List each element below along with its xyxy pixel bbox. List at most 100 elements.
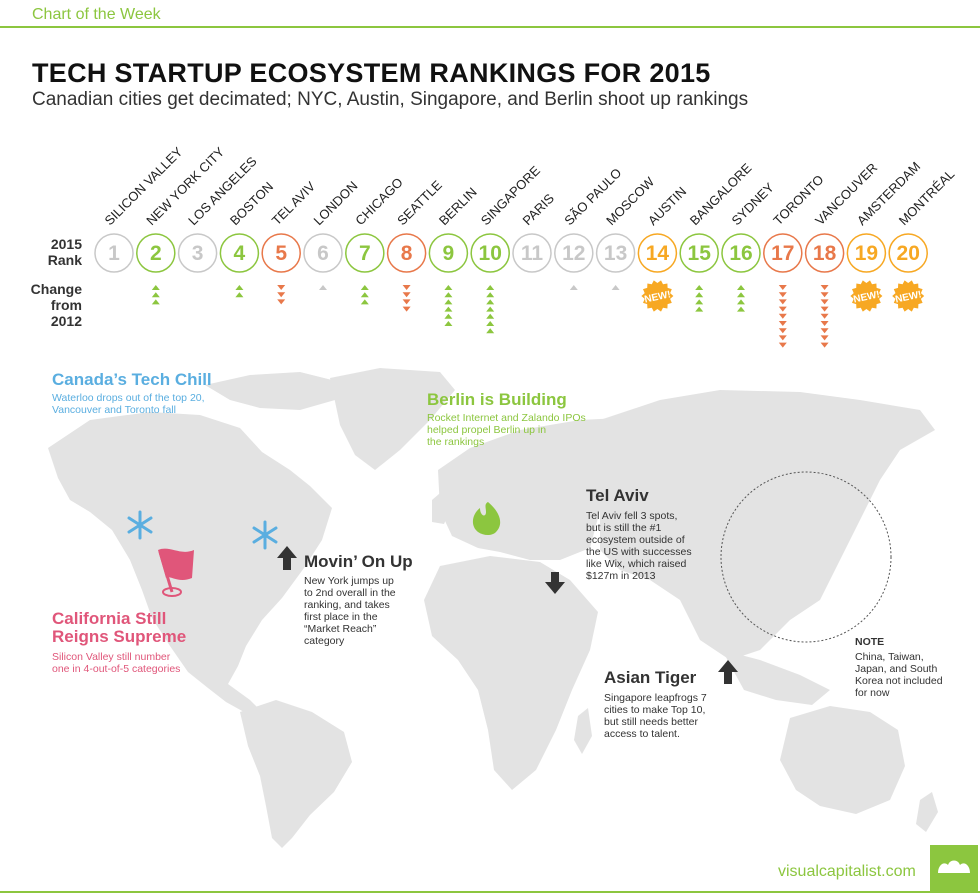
change-row-label: Change from 2012: [24, 281, 82, 329]
newyork-annotation-title: Movin’ On Up: [304, 552, 413, 571]
rank-number: 12: [562, 242, 585, 265]
change-up-marker: [235, 292, 244, 298]
rank-circle: [679, 233, 719, 273]
change-up-marker: [737, 299, 745, 305]
rank-circle: [345, 233, 385, 273]
rank-circle: [888, 233, 928, 273]
change-up-marker: [360, 299, 369, 305]
change-down-marker: [820, 335, 829, 341]
change-down-marker: [820, 306, 829, 312]
city-label: LONDON: [311, 178, 361, 228]
rank-number: 16: [729, 242, 752, 265]
new-badge: [892, 280, 925, 312]
rank-circle: [261, 233, 301, 273]
change-up-marker: [695, 306, 704, 312]
note-text-line: Korea not included: [855, 675, 943, 687]
rank-number: 11: [521, 242, 544, 265]
change-up-marker: [737, 306, 745, 312]
city-label: TEL AVIV: [269, 178, 319, 228]
rank-number: 15: [688, 242, 712, 265]
rank-circle: [428, 233, 469, 273]
rank-number: 9: [443, 242, 455, 265]
newyork-text-line: category: [304, 635, 345, 647]
newyork-text-line: first place in the: [304, 611, 378, 623]
change-down-marker: [820, 285, 829, 290]
change-up-marker: [695, 299, 704, 305]
berlin-annotation-title: Berlin is Building: [427, 390, 567, 409]
section-label: Chart of the Week: [32, 6, 161, 23]
change-up-marker: [360, 292, 369, 298]
change-up-marker: [151, 299, 160, 305]
page-subtitle: Canadian cities get decimated; NYC, Aust…: [32, 89, 749, 110]
change-up-marker: [611, 285, 620, 290]
note-text-line: Japan, and South: [855, 663, 938, 675]
telaviv-text-line: $127m in 2013: [586, 570, 656, 582]
map-madagascar: [574, 708, 592, 754]
flame-icon: [472, 502, 501, 535]
change-up-marker: [151, 285, 160, 290]
snowflake-icon: [127, 510, 153, 540]
change-up-marker: [444, 321, 453, 326]
change-up-marker: [360, 285, 369, 290]
rank-number: 13: [604, 242, 627, 265]
city-label: AUSTIN: [645, 184, 689, 228]
newyork-text-line: to 2nd overall in the: [304, 587, 396, 599]
footer-url[interactable]: visualcapitalist.com: [778, 863, 916, 880]
footer-divider: [0, 891, 980, 893]
telaviv-text-line: like Wix, which raised: [586, 558, 687, 570]
header-bar: Chart of the Week: [0, 0, 980, 28]
california-title-line: California Still: [52, 609, 167, 628]
change-up-marker: [569, 285, 578, 290]
rank-circle: [470, 233, 510, 273]
up-arrow-icon: [277, 546, 297, 570]
telaviv-annotation-title: Tel Aviv: [586, 486, 649, 505]
snowflake-icon: [252, 520, 278, 550]
city-label: PARIS: [520, 190, 558, 228]
telaviv-text-line: but is still the #1: [586, 522, 662, 534]
change-up-marker: [695, 292, 704, 298]
flag-icon: [158, 548, 194, 597]
rank-circle: [219, 233, 260, 273]
newyork-text-line: New York jumps up: [304, 575, 394, 587]
canada-text-line: Waterloo drops out of the top 20,: [52, 392, 205, 404]
page-title: TECH STARTUP ECOSYSTEM RANKINGS FOR 2015: [32, 58, 711, 88]
change-up-marker: [319, 285, 327, 290]
new-badge-label: NEW!: [853, 289, 881, 305]
change-down-marker: [778, 328, 787, 334]
map-arctic-islands: [205, 372, 340, 410]
change-down-marker: [778, 299, 787, 305]
rank-number: 2: [150, 242, 162, 265]
change-down-marker: [277, 292, 286, 298]
city-label: BERLIN: [436, 184, 480, 228]
rank-circle: [386, 233, 427, 273]
header-divider: [0, 26, 980, 28]
change-up-marker: [486, 292, 495, 298]
rank-number: 19: [855, 242, 878, 265]
map-australia: [780, 706, 905, 814]
change-up-marker: [486, 285, 495, 290]
newyork-text-line: “Market Reach”: [304, 623, 377, 635]
note-annotation: NOTE China, Taiwan, Japan, and South Kor…: [855, 636, 943, 699]
change-down-marker: [402, 285, 411, 290]
change-up-marker: [444, 313, 453, 319]
map-new-zealand: [916, 792, 938, 832]
change-down-marker: [778, 313, 787, 319]
california-text-line: one in 4-out-of-5 categories: [52, 663, 181, 675]
note-title: NOTE: [855, 636, 885, 648]
map-southeast-asia: [722, 650, 830, 705]
city-label: SILICON VALLEY: [102, 144, 186, 228]
change-down-marker: [820, 328, 829, 334]
note-text-line: for now: [855, 687, 890, 699]
change-up-marker: [737, 292, 745, 298]
change-up-marker: [737, 285, 745, 290]
new-badge-label: NEW!: [894, 289, 922, 305]
rank-circle: [763, 233, 803, 273]
telaviv-annotation-text: Tel Aviv fell 3 spots, but is still the …: [586, 510, 692, 582]
rank-number: 4: [234, 242, 246, 265]
map-uk: [432, 488, 452, 524]
berlin-text-line: helped propel Berlin up in: [427, 424, 547, 436]
new-badge: [641, 280, 674, 312]
newyork-text-line: ranking, and takes: [304, 599, 390, 611]
singapore-text-line: cities to make Top 10,: [604, 704, 706, 716]
